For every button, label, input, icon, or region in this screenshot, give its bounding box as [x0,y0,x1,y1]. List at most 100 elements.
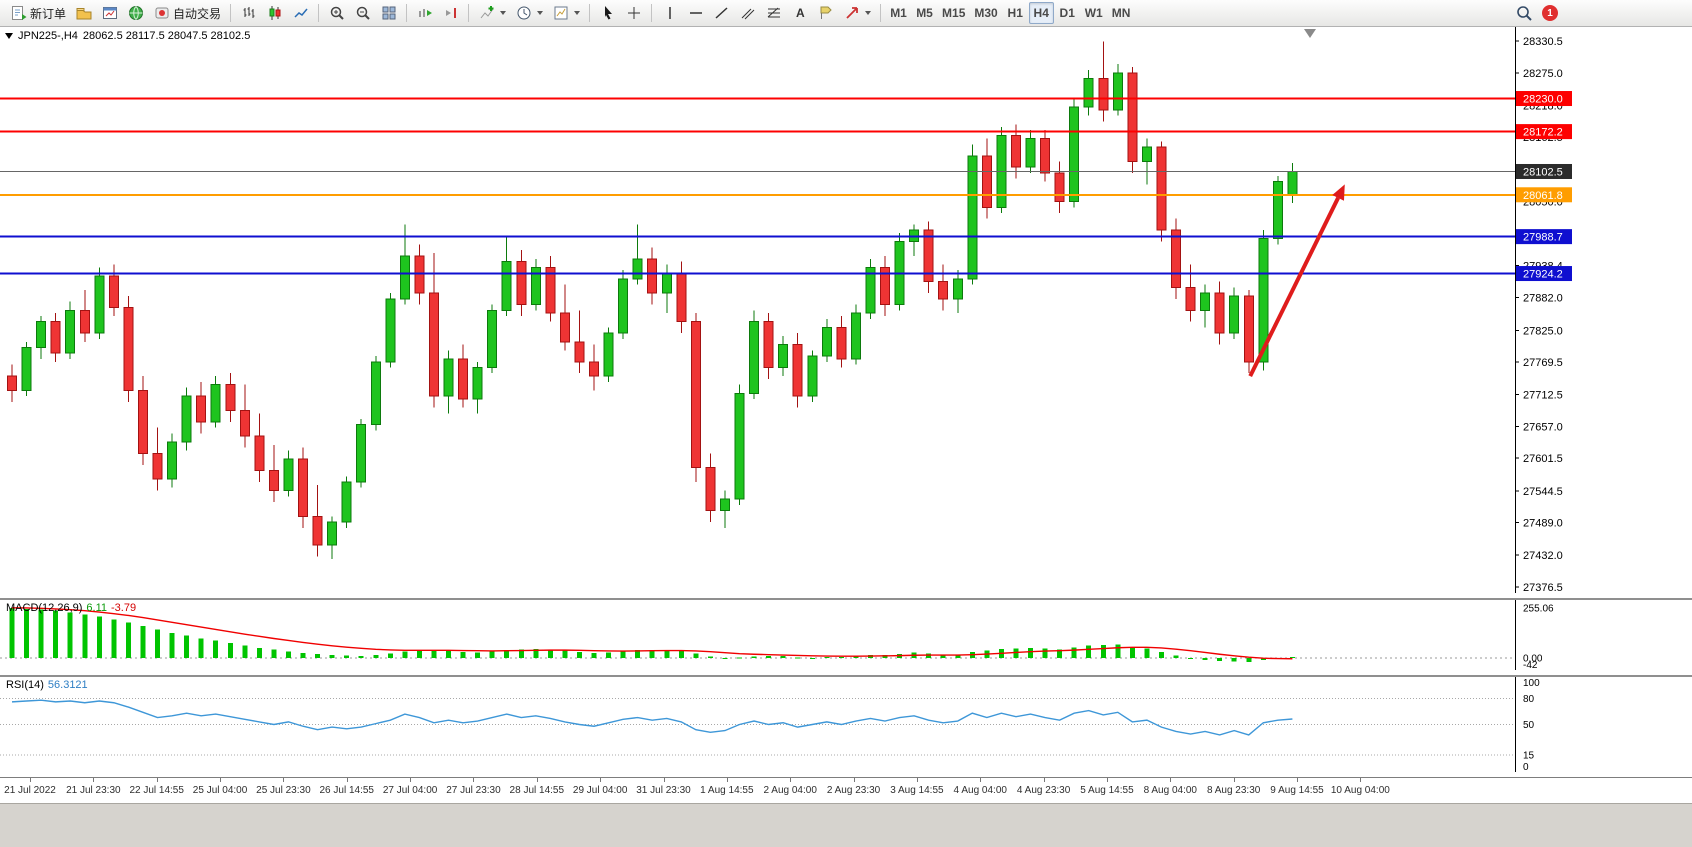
arrows-icon [843,5,860,22]
zoom-out-button[interactable] [350,2,375,24]
time-tick [980,778,982,782]
new-order-button[interactable]: 新订单 [6,2,70,24]
cursor-button[interactable] [595,2,620,24]
autotrading-button[interactable]: 自动交易 [149,2,225,24]
toolbar-separator [589,4,591,22]
toolbar-buttons: 新订单 自动交易 A M1 M5 M15 M30 H1 H4 D1 W1 MN [6,2,1134,24]
trendline-button[interactable] [709,2,734,24]
svg-text:50: 50 [1523,720,1535,731]
arrows-button[interactable] [839,2,875,24]
timeframe-mn[interactable]: MN [1108,2,1135,24]
main-chart-pane: 28330.528275.028218.028162.528105.528050… [0,27,1692,598]
charts-profile-button[interactable] [71,2,96,24]
time-tick [1360,778,1362,782]
main-toolbar: 新订单 自动交易 A M1 M5 M15 M30 H1 H4 D1 W1 MN 1 [0,0,1692,27]
timeframe-d1-label: D1 [1059,6,1075,20]
svg-text:27769.5: 27769.5 [1523,357,1563,369]
cursor-icon [599,5,616,22]
auto-scroll-icon [416,5,433,22]
zoom-out-icon [354,5,371,22]
date-label: 25 Jul 04:00 [192,785,248,796]
time-tick [1106,778,1108,782]
trend-arrow-object[interactable] [1248,196,1340,377]
navigator-button[interactable] [123,2,148,24]
svg-text:27544.5: 27544.5 [1523,486,1563,498]
date-label: 1 Aug 14:55 [700,785,754,796]
vline-icon [661,5,678,22]
vertical-line-button[interactable] [657,2,682,24]
timeframe-m5-label: M5 [916,6,933,20]
search-button[interactable] [1515,5,1532,22]
line-chart-button[interactable] [288,2,313,24]
auto-scroll-button[interactable] [412,2,437,24]
chart-dropdown-icon[interactable] [5,33,13,39]
timeframe-h4[interactable]: H4 [1028,2,1054,24]
date-label: 8 Aug 23:30 [1206,785,1261,796]
timeframe-m30[interactable]: M30 [970,2,1001,24]
trendline-icon [713,5,730,22]
profiles-icon [75,5,92,22]
time-tick [346,778,348,782]
price-chart-canvas[interactable]: 28330.528275.028218.028162.528105.528050… [0,27,1692,594]
time-tick [30,778,31,782]
dropdown-caret-icon [865,11,872,15]
timeframe-m1[interactable]: M1 [886,2,911,24]
timeframe-h1[interactable]: H1 [1003,2,1028,24]
time-tick [853,778,855,782]
tile-icon [380,5,397,22]
hline-icon [687,5,704,22]
horizontal-line-button[interactable] [683,2,708,24]
label-icon [817,5,834,22]
svg-text:28230.0: 28230.0 [1523,94,1563,106]
svg-text:27489.0: 27489.0 [1523,518,1563,530]
tile-windows-button[interactable] [376,2,401,24]
candlestick-chart-button[interactable] [262,2,287,24]
rsi-canvas[interactable]: 100 80 50 150 [0,677,1692,773]
periods-button[interactable] [511,2,547,24]
chart-shift-button[interactable] [438,2,463,24]
timeframe-w1-label: W1 [1084,6,1103,20]
equidistant-channel-button[interactable] [735,2,760,24]
timeframe-d1[interactable]: D1 [1055,2,1080,24]
date-label: 8 Aug 04:00 [1143,785,1197,796]
templates-button[interactable] [548,2,584,24]
new-order-button-label: 新订单 [30,6,67,21]
channel-icon [739,5,756,22]
market-watch-icon [101,5,118,22]
macd-canvas[interactable]: 255.06 0.00-42 [0,600,1692,671]
fibonacci-button[interactable] [761,2,786,24]
timeframe-mn-label: MN [1111,6,1131,20]
timeframe-m15[interactable]: M15 [938,2,969,24]
notification-badge[interactable]: 1 [1542,5,1558,21]
svg-text:0: 0 [1523,762,1529,772]
timeframe-m1-label: M1 [890,6,907,20]
globe-icon [127,5,144,22]
timeframe-w1[interactable]: W1 [1081,2,1107,24]
text-button[interactable]: A [787,2,812,24]
macd-pane: 255.06 0.00 -42 MACD(12,26,9) 6.11 -3.79 [0,598,1692,675]
date-label: 22 Jul 14:55 [129,785,184,796]
date-label: 26 Jul 14:55 [319,785,375,796]
text-label-button[interactable] [813,2,838,24]
bar-chart-button[interactable] [236,2,261,24]
indicators-button[interactable] [474,2,510,24]
date-label: 29 Jul 04:00 [572,785,628,796]
time-axis[interactable]: 21 Jul 2022 21 Jul 23:30 22 Jul 14:55 25 Ju… [0,777,1692,803]
timeframe-h1-label: H1 [1007,6,1023,20]
svg-text:100: 100 [1523,678,1540,689]
date-label: 9 Aug 14:55 [1270,785,1324,796]
market-watch-button[interactable] [97,2,122,24]
svg-text:255.06: 255.06 [1523,603,1554,614]
timeframe-m5[interactable]: M5 [912,2,937,24]
zoom-in-button[interactable] [324,2,349,24]
date-label: 10 Aug 04:00 [1330,785,1390,796]
svg-text:27432.0: 27432.0 [1523,550,1563,562]
chart-shift-marker[interactable] [1304,29,1316,38]
svg-text:28330.5: 28330.5 [1523,36,1563,48]
crosshair-button[interactable] [621,2,646,24]
search-icon [1516,6,1532,21]
toolbar-right: 1 [1515,5,1686,22]
svg-text:27988.7: 27988.7 [1523,232,1563,244]
dropdown-caret-icon [537,11,544,15]
